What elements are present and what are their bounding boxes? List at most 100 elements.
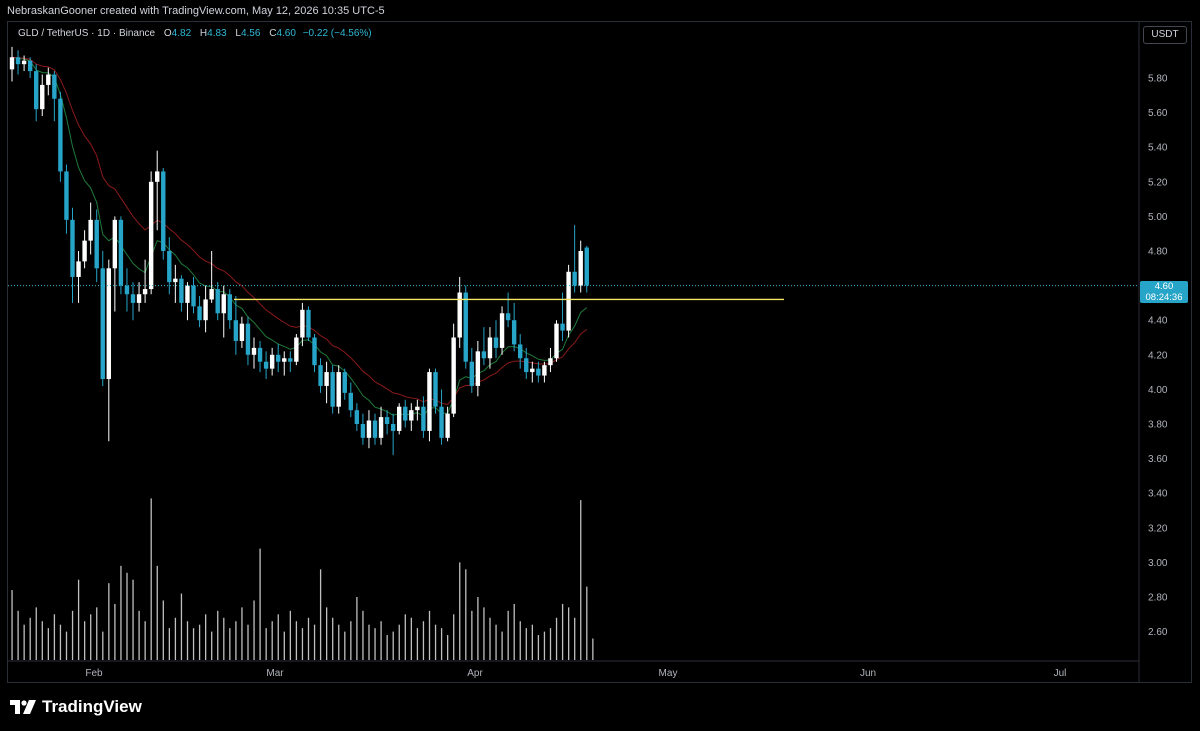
volume-bar [592, 638, 594, 660]
candle-body [124, 285, 130, 295]
candle-body [94, 219, 99, 269]
candle [397, 403, 402, 435]
volume-bar [525, 628, 527, 660]
candle [58, 91, 63, 182]
candle-body [203, 299, 208, 321]
candle [155, 150, 160, 231]
candle [106, 259, 111, 442]
candle [518, 334, 523, 369]
candle [469, 347, 474, 393]
candle [451, 323, 456, 418]
volume-bar [549, 628, 552, 660]
candle-body [415, 406, 420, 411]
price-tick-label: 3.80 [1148, 420, 1168, 431]
candle [100, 251, 105, 386]
legend-close: 4.60 [276, 28, 296, 39]
candle [566, 264, 571, 338]
volume-bar [84, 621, 86, 660]
candle-body [269, 354, 275, 369]
volume-bar [326, 607, 328, 660]
candle-body [487, 337, 493, 359]
tradingview-logo[interactable]: TradingView [10, 697, 142, 717]
legend-change: −0.22 (−4.56%) [302, 28, 372, 39]
volume-bar [380, 621, 382, 660]
time-tick-label: Jul [1054, 668, 1067, 679]
volume-bar [410, 617, 412, 660]
volume-bar [108, 583, 110, 660]
volume-bar [138, 610, 140, 660]
volume-bar [71, 610, 74, 660]
volume-bars [11, 498, 594, 660]
volume-bar [168, 628, 170, 660]
price-tick-label: 5.60 [1148, 108, 1168, 119]
candle [542, 361, 547, 383]
volume-bar [283, 631, 285, 660]
candle [64, 164, 69, 234]
candle-body [294, 337, 299, 362]
candle [421, 396, 426, 438]
candle [88, 202, 93, 255]
legend-close-label: C [269, 28, 277, 39]
volume-bar [211, 631, 213, 660]
chart-panel[interactable] [7, 21, 1192, 683]
candle-body [560, 323, 565, 331]
candle-body [233, 320, 239, 341]
candle [378, 406, 384, 445]
candle-body [209, 289, 214, 300]
candle-body [463, 292, 468, 362]
candle [27, 57, 33, 78]
volume-bar [35, 607, 37, 660]
moving-averages [11, 56, 588, 417]
volume-bar [422, 621, 425, 660]
candle-body [300, 309, 305, 338]
candle-body [384, 417, 390, 424]
price-tick-label: 5.80 [1148, 74, 1168, 85]
candle-body [439, 406, 444, 438]
time-axis: Feb Mar Apr May Jun Jul [85, 668, 1066, 679]
candle-body [542, 365, 547, 376]
candle [530, 361, 535, 383]
candle [439, 389, 444, 445]
legend-symbol[interactable]: GLD / TetherUS · 1D · Binance [18, 28, 156, 39]
candle [511, 302, 517, 352]
candle [52, 71, 57, 122]
volume-bar [150, 498, 152, 660]
candle-body [427, 372, 432, 431]
volume-bar [580, 500, 582, 660]
candle [9, 46, 15, 82]
candle-body [360, 424, 366, 438]
candle-body [324, 372, 329, 386]
candle-body [15, 57, 21, 65]
candle-body [245, 323, 251, 355]
volume-bar [126, 572, 128, 660]
candle [578, 240, 583, 293]
candle [276, 344, 281, 373]
symbol-legend[interactable]: GLD / TetherUS · 1D · Binance O4.82 H4.8… [18, 28, 372, 39]
volume-bar [574, 617, 576, 660]
candle-body [572, 271, 577, 286]
candle-body [493, 337, 499, 348]
volume-bar [307, 617, 310, 660]
candle-body [161, 171, 166, 251]
volume-bar [23, 624, 25, 660]
candle-body [566, 271, 571, 331]
candle-body [397, 406, 402, 431]
volume-bar [162, 600, 164, 660]
currency-button[interactable]: USDT [1143, 26, 1187, 44]
legend-low-label: L [235, 28, 241, 39]
candlesticks [9, 46, 589, 456]
tradingview-logo-icon [10, 700, 36, 714]
time-tick-label: Jun [860, 668, 876, 679]
price-tick-label: 4.40 [1148, 316, 1168, 327]
candle [233, 295, 239, 355]
candle-body [215, 289, 220, 314]
volume-bar [301, 628, 304, 660]
candle [142, 259, 148, 303]
candle [173, 264, 178, 303]
candle [191, 276, 196, 314]
candle-body [100, 268, 105, 380]
price-tick-label: 3.20 [1148, 523, 1168, 534]
last-price-tag: 4.60 08:24:36 [1140, 281, 1188, 303]
time-tick-label: Mar [266, 668, 284, 679]
